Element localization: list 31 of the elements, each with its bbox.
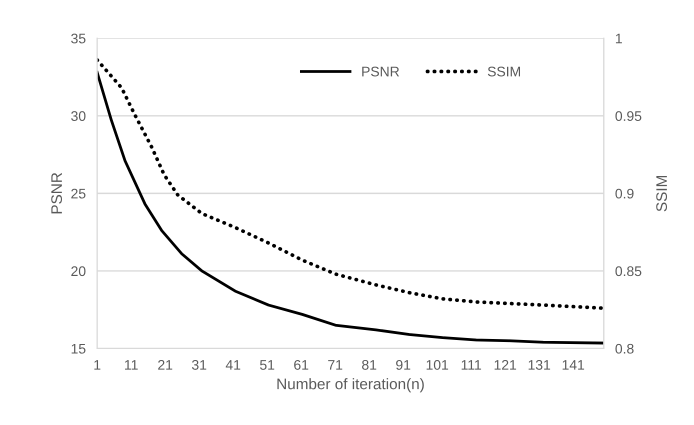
x-tick-label: 21	[158, 360, 172, 370]
y-tick-label: 20	[71, 266, 86, 276]
x-tick-label: 121	[494, 360, 516, 370]
x-tick-label: 1	[94, 360, 100, 370]
y2-tick-label: 1	[616, 34, 622, 44]
y2-tick-label: 0.9	[615, 188, 634, 199]
x-tick-label: 71	[328, 360, 342, 370]
x-tick-label: 101	[426, 360, 448, 370]
x-tick-label: 11	[125, 360, 138, 370]
x-tick-label: 131	[528, 360, 550, 370]
y-tick-label: 25	[71, 188, 86, 199]
x-tick-label: 31	[192, 360, 206, 370]
x-tick-label: 91	[396, 360, 410, 370]
legend-label: PSNR	[362, 66, 400, 76]
x-tick-label: 51	[260, 360, 274, 370]
y-axis-title: PSNR	[51, 172, 62, 214]
y2-axis-title: SSIM	[656, 176, 668, 212]
y2-tick-label: 0.95	[615, 111, 642, 121]
legend-label: SSIM	[488, 66, 520, 76]
y-tick-label: 15	[72, 344, 86, 354]
x-tick-label: 111	[462, 360, 482, 370]
y-tick-label: 35	[71, 34, 86, 44]
x-tick-label: 141	[562, 360, 584, 370]
line-series	[97, 58, 604, 310]
x-axis-title: Number of iteration(n)	[277, 378, 424, 392]
y-tick-label: 30	[71, 111, 86, 121]
y2-tick-label: 0.8	[615, 344, 634, 354]
x-tick-label: 41	[226, 360, 240, 370]
x-tick-label: 81	[362, 360, 376, 370]
x-tick-label: 61	[294, 360, 308, 370]
y2-tick-label: 0.85	[615, 266, 642, 276]
